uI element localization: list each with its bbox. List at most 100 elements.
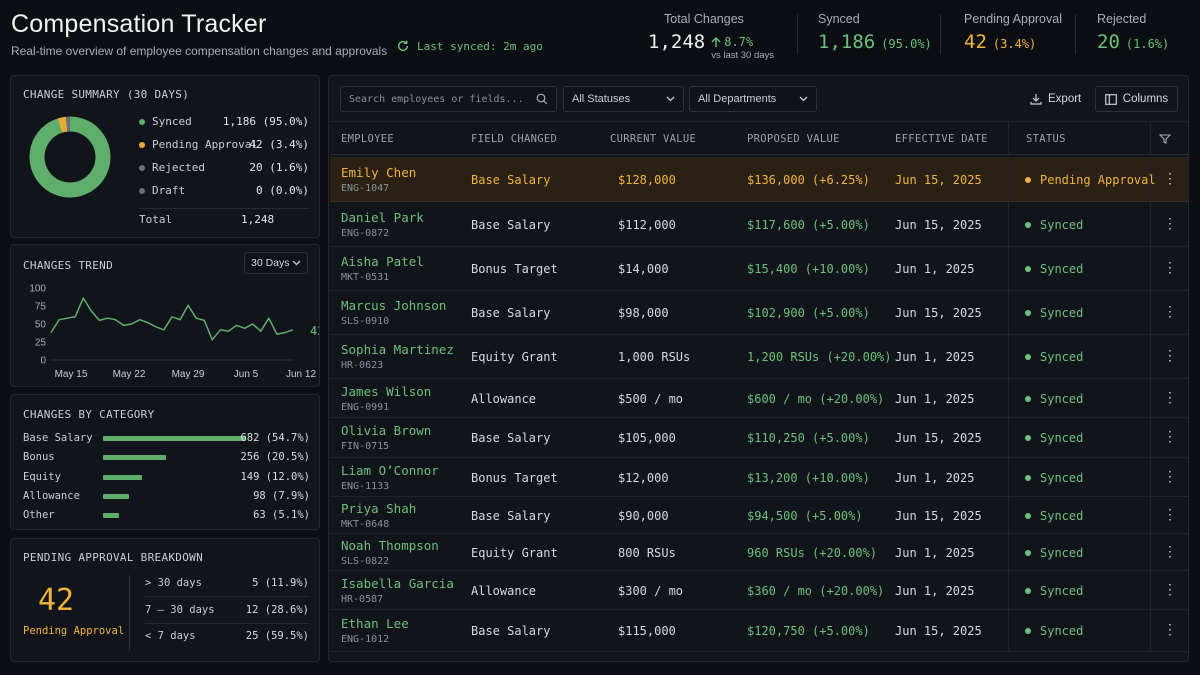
page-title: Compensation Tracker [11,10,267,38]
employee-name[interactable]: Emily Chen [341,164,417,180]
column-header-field[interactable]: FIELD CHANGED [471,133,558,145]
table-row[interactable]: Aisha Patel MKT-0531 Bonus Target $14,000 $1… [330,247,1188,291]
employee-id: ENG-0991 [341,401,390,413]
legend-dot [139,119,145,125]
row-menu-icon[interactable]: ⋮ [1163,170,1177,187]
column-header-current[interactable]: CURRENT VALUE [610,133,697,145]
table-row[interactable]: Noah Thompson SLS-0822 Equity Grant 800 RSU… [330,534,1188,571]
category-row: Base Salary 682 (54.7%) [23,432,310,446]
employee-name[interactable]: Liam O’Connor [341,462,439,478]
row-menu-icon[interactable]: ⋮ [1163,622,1177,638]
category-name: Other [23,509,55,522]
sync-status[interactable]: Last synced: 2m ago [396,39,543,53]
employee-name[interactable]: Ethan Lee [341,616,409,631]
employee-name[interactable]: Aisha Patel [341,254,424,269]
columns-button[interactable]: Columns [1095,86,1178,112]
field-changed: Base Salary [471,306,551,320]
department-filter-select[interactable]: All Departments [689,86,817,112]
table-row[interactable]: Liam O’Connor ENG-1133 Bonus Target $12,000… [330,458,1188,497]
field-changed: Equity Grant [471,545,558,560]
status-dot [1025,549,1031,556]
trend-line-chart: 100 75 50 25 0 May 15 May 22 May 29 Jun 5 Jun 12 4… [29,284,319,381]
pending-count-label: Pending Approval [23,625,125,637]
table-row[interactable]: Daniel Park ENG-0872 Base Salary $112,000 $1… [330,202,1188,247]
category-bar-track [103,513,246,519]
stat-total-changes: Total Changes 1,248 8.7% vs last 30 days [648,12,778,62]
search-input[interactable]: Search employees or fields... [340,86,557,112]
row-menu-icon[interactable]: ⋮ [1163,429,1177,445]
pending-age-row: < 7 days 25 (59.5%) [145,630,309,646]
field-changed: Base Salary [471,624,551,638]
category-bar-track [103,436,246,441]
row-menu-icon[interactable]: ⋮ [1163,543,1177,560]
donut-slice-synced [29,116,111,198]
chevron-down-icon [799,96,808,102]
status-badge: Synced [1040,508,1084,523]
table-row[interactable]: James Wilson ENG-0991 Allowance $500 / mo $6… [330,379,1188,418]
table-row[interactable]: Emily Chen ENG-1047 Base Salary $128,000 $13… [330,157,1188,202]
stat-label: Pending Approval [964,12,1062,26]
row-menu-icon[interactable]: ⋮ [1163,468,1177,485]
employee-id: ENG-0872 [341,227,390,239]
stat-delta-note: vs last 30 days [711,50,775,61]
stat-value: 20 [1097,31,1120,53]
row-menu-icon[interactable]: ⋮ [1163,348,1177,364]
employee-id: MKT-0531 [341,272,390,283]
pending-breakdown-panel: PENDING APPROVAL BREAKDOWN 42 Pending Ap… [10,538,320,662]
table-row[interactable]: Marcus Johnson SLS-0910 Base Salary $98,000… [330,291,1188,335]
column-header-status[interactable]: STATUS [1026,133,1066,145]
proposed-value: $360 / mo (+20.00%) [747,583,885,598]
refresh-icon [397,40,409,52]
table-row[interactable]: Isabella Garcia HR-0587 Allowance $300 / mo… [330,571,1188,610]
y-tick-label: 50 [35,320,47,331]
category-bar-track [103,474,246,480]
row-menu-icon[interactable]: ⋮ [1163,581,1177,598]
proposed-value: $136,000 (+6.25%) [747,172,870,187]
status-dot [1025,221,1031,228]
summary-legend-item: Pending Approval 42 (3.4%) [139,138,309,152]
export-label: Export [1048,93,1082,105]
effective-date: Jun 15, 2025 [895,431,982,445]
field-changed: Base Salary [471,431,551,445]
category-row: Other 63 (5.1%) [23,509,310,523]
row-menu-icon[interactable]: ⋮ [1163,506,1177,523]
employee-id: MKT-0648 [341,518,390,530]
table-row[interactable]: Sophia Martinez HR-0623 Equity Grant 1,000 … [330,335,1188,379]
x-tick-label: May 29 [172,369,205,380]
employee-name[interactable]: Olivia Brown [341,423,432,438]
employee-name[interactable]: Isabella Garcia [341,575,454,591]
proposed-value: 1,200 RSUs (+20.00%) [747,350,892,364]
column-header-proposed[interactable]: PROPOSED VALUE [747,133,840,145]
status-dot [1025,435,1031,441]
category-bar [103,513,119,519]
summary-total-label: Total [139,213,173,226]
current-value: $98,000 [618,306,669,320]
row-menu-icon[interactable]: ⋮ [1163,215,1177,232]
table-row[interactable]: Priya Shah MKT-0648 Base Salary $90,000 $94,… [330,497,1188,534]
employee-name[interactable]: James Wilson [341,383,432,399]
proposed-value: $102,900 (+5.00%) [747,306,870,320]
employee-name[interactable]: Noah Thompson [341,537,439,553]
chevron-down-icon [666,96,675,102]
table-row[interactable]: Olivia Brown FIN-0715 Base Salary $105,000 $… [330,418,1188,458]
row-menu-icon[interactable]: ⋮ [1163,389,1177,406]
legend-value: 1,186 (95.0%) [222,115,309,128]
column-header-employee[interactable]: EMPLOYEE [341,133,394,145]
field-changed: Allowance [471,583,537,598]
row-menu-icon[interactable]: ⋮ [1163,260,1177,276]
effective-date: Jun 1, 2025 [895,583,975,598]
column-header-date[interactable]: EFFECTIVE DATE [895,133,988,145]
employee-name[interactable]: Marcus Johnson [341,298,447,313]
trend-range-select[interactable]: 30 Days [244,252,308,274]
status-filter-select[interactable]: All Statuses [563,86,684,112]
employee-name[interactable]: Daniel Park [341,209,424,225]
row-menu-icon[interactable]: ⋮ [1163,304,1177,320]
export-button[interactable]: Export [1030,86,1081,112]
employee-name[interactable]: Priya Shah [341,500,417,516]
employee-name[interactable]: Sophia Martinez [341,342,454,357]
table-row[interactable]: Ethan Lee ENG-1012 Base Salary $115,000 $120… [330,610,1188,652]
legend-name: Pending Approval [152,138,258,151]
status-badge: Synced [1040,624,1084,638]
filter-icon[interactable] [1159,134,1171,144]
current-value: 800 RSUs [618,545,676,560]
